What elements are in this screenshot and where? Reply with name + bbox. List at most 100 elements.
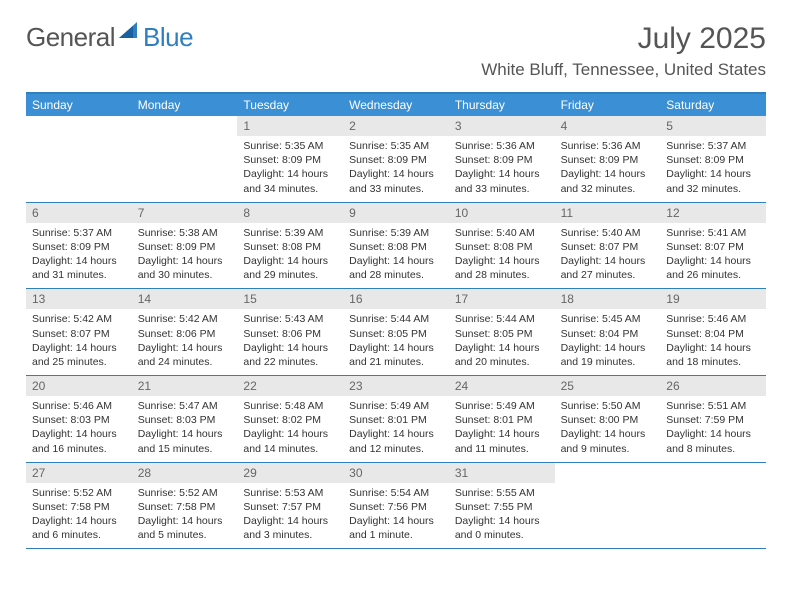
day-number: 15 xyxy=(237,289,343,309)
daylight-text: Daylight: 14 hours xyxy=(455,167,549,181)
daylight-text: Daylight: 14 hours xyxy=(666,254,760,268)
day-number xyxy=(26,116,132,136)
day-number: 8 xyxy=(237,203,343,223)
day-cell: 27Sunrise: 5:52 AMSunset: 7:58 PMDayligh… xyxy=(26,463,132,549)
daylight-text: and 25 minutes. xyxy=(32,355,126,369)
daylight-text: Daylight: 14 hours xyxy=(666,167,760,181)
day-number: 6 xyxy=(26,203,132,223)
daylight-text: Daylight: 14 hours xyxy=(349,427,443,441)
day-cell: 6Sunrise: 5:37 AMSunset: 8:09 PMDaylight… xyxy=(26,203,132,289)
sunrise-text: Sunrise: 5:42 AM xyxy=(138,312,232,326)
day-cell: 24Sunrise: 5:49 AMSunset: 8:01 PMDayligh… xyxy=(449,376,555,462)
sunrise-text: Sunrise: 5:47 AM xyxy=(138,399,232,413)
sunset-text: Sunset: 8:08 PM xyxy=(349,240,443,254)
day-cell: 21Sunrise: 5:47 AMSunset: 8:03 PMDayligh… xyxy=(132,376,238,462)
daylight-text: Daylight: 14 hours xyxy=(455,514,549,528)
sunrise-text: Sunrise: 5:41 AM xyxy=(666,226,760,240)
day-details: Sunrise: 5:55 AMSunset: 7:55 PMDaylight:… xyxy=(449,483,555,549)
sunset-text: Sunset: 8:01 PM xyxy=(455,413,549,427)
sunrise-text: Sunrise: 5:44 AM xyxy=(455,312,549,326)
sunset-text: Sunset: 8:06 PM xyxy=(243,327,337,341)
dow-tuesday: Tuesday xyxy=(237,94,343,116)
day-number: 3 xyxy=(449,116,555,136)
day-cell: 3Sunrise: 5:36 AMSunset: 8:09 PMDaylight… xyxy=(449,116,555,202)
day-cell: 15Sunrise: 5:43 AMSunset: 8:06 PMDayligh… xyxy=(237,289,343,375)
weeks-container: 1Sunrise: 5:35 AMSunset: 8:09 PMDaylight… xyxy=(26,116,766,549)
daylight-text: and 32 minutes. xyxy=(666,182,760,196)
daylight-text: Daylight: 14 hours xyxy=(561,341,655,355)
daylight-text: and 30 minutes. xyxy=(138,268,232,282)
sunrise-text: Sunrise: 5:36 AM xyxy=(561,139,655,153)
sunrise-text: Sunrise: 5:48 AM xyxy=(243,399,337,413)
day-cell: 2Sunrise: 5:35 AMSunset: 8:09 PMDaylight… xyxy=(343,116,449,202)
day-cell: 25Sunrise: 5:50 AMSunset: 8:00 PMDayligh… xyxy=(555,376,661,462)
sunrise-text: Sunrise: 5:49 AM xyxy=(455,399,549,413)
day-details: Sunrise: 5:47 AMSunset: 8:03 PMDaylight:… xyxy=(132,396,238,462)
daylight-text: and 19 minutes. xyxy=(561,355,655,369)
day-details: Sunrise: 5:46 AMSunset: 8:03 PMDaylight:… xyxy=(26,396,132,462)
sunset-text: Sunset: 8:09 PM xyxy=(666,153,760,167)
daylight-text: and 27 minutes. xyxy=(561,268,655,282)
day-cell: 1Sunrise: 5:35 AMSunset: 8:09 PMDaylight… xyxy=(237,116,343,202)
calendar-page: General Blue July 2025 White Bluff, Tenn… xyxy=(0,0,792,549)
day-cell: 5Sunrise: 5:37 AMSunset: 8:09 PMDaylight… xyxy=(660,116,766,202)
sunset-text: Sunset: 7:58 PM xyxy=(138,500,232,514)
day-details: Sunrise: 5:53 AMSunset: 7:57 PMDaylight:… xyxy=(237,483,343,549)
dow-saturday: Saturday xyxy=(660,94,766,116)
daylight-text: and 32 minutes. xyxy=(561,182,655,196)
week-row: 27Sunrise: 5:52 AMSunset: 7:58 PMDayligh… xyxy=(26,463,766,550)
day-number xyxy=(555,463,661,483)
day-cell: 29Sunrise: 5:53 AMSunset: 7:57 PMDayligh… xyxy=(237,463,343,549)
sunset-text: Sunset: 8:09 PM xyxy=(349,153,443,167)
daylight-text: and 14 minutes. xyxy=(243,442,337,456)
sunrise-text: Sunrise: 5:38 AM xyxy=(138,226,232,240)
daylight-text: Daylight: 14 hours xyxy=(243,514,337,528)
daylight-text: and 28 minutes. xyxy=(349,268,443,282)
sunrise-text: Sunrise: 5:55 AM xyxy=(455,486,549,500)
sunset-text: Sunset: 8:01 PM xyxy=(349,413,443,427)
day-details: Sunrise: 5:52 AMSunset: 7:58 PMDaylight:… xyxy=(132,483,238,549)
logo-sail-icon xyxy=(119,20,141,43)
sunset-text: Sunset: 8:04 PM xyxy=(666,327,760,341)
day-details: Sunrise: 5:49 AMSunset: 8:01 PMDaylight:… xyxy=(449,396,555,462)
sunrise-text: Sunrise: 5:40 AM xyxy=(455,226,549,240)
day-number: 19 xyxy=(660,289,766,309)
dow-wednesday: Wednesday xyxy=(343,94,449,116)
day-number: 21 xyxy=(132,376,238,396)
day-number: 17 xyxy=(449,289,555,309)
sunset-text: Sunset: 8:03 PM xyxy=(32,413,126,427)
sunset-text: Sunset: 8:05 PM xyxy=(455,327,549,341)
daylight-text: Daylight: 14 hours xyxy=(138,341,232,355)
day-number: 22 xyxy=(237,376,343,396)
day-cell: 7Sunrise: 5:38 AMSunset: 8:09 PMDaylight… xyxy=(132,203,238,289)
sunset-text: Sunset: 7:56 PM xyxy=(349,500,443,514)
daylight-text: Daylight: 14 hours xyxy=(243,341,337,355)
day-number: 1 xyxy=(237,116,343,136)
sunset-text: Sunset: 8:09 PM xyxy=(243,153,337,167)
day-details: Sunrise: 5:50 AMSunset: 8:00 PMDaylight:… xyxy=(555,396,661,462)
week-row: 20Sunrise: 5:46 AMSunset: 8:03 PMDayligh… xyxy=(26,376,766,463)
daylight-text: Daylight: 14 hours xyxy=(349,514,443,528)
sunrise-text: Sunrise: 5:39 AM xyxy=(243,226,337,240)
daylight-text: and 6 minutes. xyxy=(32,528,126,542)
day-number: 27 xyxy=(26,463,132,483)
day-cell: 28Sunrise: 5:52 AMSunset: 7:58 PMDayligh… xyxy=(132,463,238,549)
day-cell: 18Sunrise: 5:45 AMSunset: 8:04 PMDayligh… xyxy=(555,289,661,375)
day-cell: 9Sunrise: 5:39 AMSunset: 8:08 PMDaylight… xyxy=(343,203,449,289)
day-of-week-row: Sunday Monday Tuesday Wednesday Thursday… xyxy=(26,94,766,116)
logo-text-general: General xyxy=(26,22,115,53)
day-cell: 8Sunrise: 5:39 AMSunset: 8:08 PMDaylight… xyxy=(237,203,343,289)
dow-friday: Friday xyxy=(555,94,661,116)
daylight-text: Daylight: 14 hours xyxy=(349,167,443,181)
day-cell: 13Sunrise: 5:42 AMSunset: 8:07 PMDayligh… xyxy=(26,289,132,375)
day-number: 26 xyxy=(660,376,766,396)
daylight-text: Daylight: 14 hours xyxy=(138,254,232,268)
day-details: Sunrise: 5:43 AMSunset: 8:06 PMDaylight:… xyxy=(237,309,343,375)
daylight-text: Daylight: 14 hours xyxy=(561,254,655,268)
day-cell: 31Sunrise: 5:55 AMSunset: 7:55 PMDayligh… xyxy=(449,463,555,549)
daylight-text: and 3 minutes. xyxy=(243,528,337,542)
sunset-text: Sunset: 8:08 PM xyxy=(243,240,337,254)
day-number: 29 xyxy=(237,463,343,483)
day-details: Sunrise: 5:40 AMSunset: 8:07 PMDaylight:… xyxy=(555,223,661,289)
sunset-text: Sunset: 7:57 PM xyxy=(243,500,337,514)
